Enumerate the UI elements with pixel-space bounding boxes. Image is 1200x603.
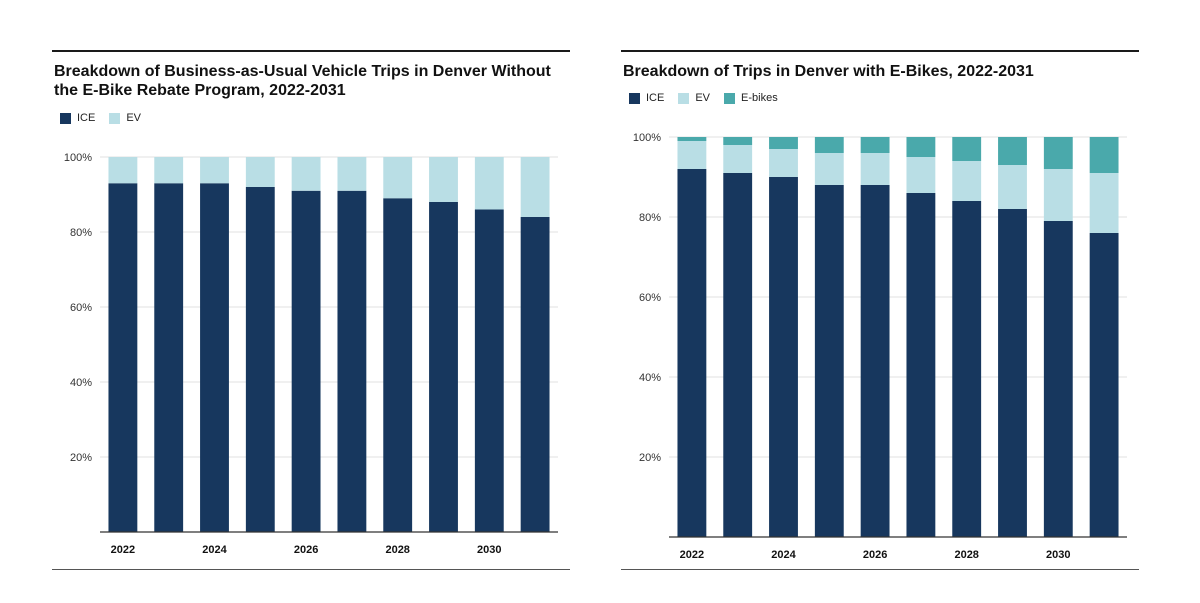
legend-label-ice: ICE (77, 112, 96, 124)
legend-swatch-ice (60, 112, 71, 124)
bar-segment-ice (723, 173, 753, 537)
x-tick-label: 2022 (111, 544, 135, 556)
bar-segment-ice (906, 193, 936, 537)
bar-segment-ice (998, 209, 1027, 537)
x-tick-label: 2026 (863, 549, 887, 561)
legend-item-ebikes: E-bikes (724, 92, 778, 104)
bar-segment-ev (1089, 173, 1119, 233)
bar-segment-ev (520, 157, 550, 217)
bar-segment-e-bikes (723, 137, 753, 145)
y-tick-label: 80% (70, 227, 92, 239)
bar-segment-ice (337, 190, 367, 532)
bar-segment-ev (723, 145, 753, 173)
bar-segment-ev (814, 153, 844, 185)
y-tick-label: 40% (70, 377, 92, 389)
bar-segment-ice (769, 177, 798, 537)
x-tick-label: 2026 (294, 544, 318, 556)
legend-swatch-ev (678, 92, 690, 104)
bar-segment-ev (474, 157, 504, 210)
bar-segment-e-bikes (677, 137, 707, 141)
bar-segment-ev (337, 157, 367, 191)
legend-swatch-ev (109, 112, 121, 124)
y-tick-label: 100% (633, 132, 661, 144)
bar-segment-ev (677, 141, 707, 169)
bar-segment-ice (154, 183, 184, 532)
legend-swatch-ebikes (724, 92, 736, 104)
legend-label-ebikes: E-bikes (741, 92, 778, 104)
bar-segment-ice (677, 169, 707, 537)
bar-segment-e-bikes (860, 137, 890, 153)
y-tick-label: 60% (70, 302, 92, 314)
x-tick-label: 2030 (477, 544, 501, 556)
x-tick-label: 2024 (771, 549, 796, 561)
x-tick-label: 2028 (385, 544, 409, 556)
bar-segment-e-bikes (1043, 137, 1073, 169)
bottom-rule (621, 569, 1139, 570)
bar-segment-ice (814, 185, 844, 537)
x-tick-label: 2022 (680, 549, 704, 561)
bar-chart-svg: 20% 40% 60% 80% 100% 2022 2024 2026 2028 2030 (64, 152, 558, 556)
bar-segment-ev (108, 157, 138, 184)
chart-title: Breakdown of Business-as-Usual Vehicle T… (54, 63, 551, 99)
bar-segment-e-bikes (952, 137, 982, 161)
bar-segment-ice (520, 217, 550, 532)
legend-swatch-ice (629, 92, 640, 104)
x-tick-label: 2030 (1046, 549, 1070, 561)
bar-segment-ev (291, 157, 321, 191)
bar-segment-e-bikes (998, 137, 1027, 165)
bar-segment-ev (906, 157, 936, 193)
bar-chart-svg: 20% 40% 60% 80% 100% 2022 2024 2026 2028 2030 (633, 132, 1127, 561)
top-rule (52, 50, 570, 52)
bar-segment-ice (952, 201, 982, 537)
bar-segment-e-bikes (769, 137, 798, 149)
chart-legend: ICE EV (60, 112, 141, 124)
bottom-rule (52, 569, 570, 570)
bar-segment-ice (1089, 233, 1119, 537)
y-tick-label: 100% (64, 152, 92, 164)
bar-segment-e-bikes (814, 137, 844, 153)
bar-segment-ev (154, 157, 184, 184)
legend-label-ice: ICE (646, 92, 665, 104)
legend-item-ev: EV (678, 92, 710, 104)
bar-segment-ice (860, 185, 890, 537)
bar-segment-ice (1043, 221, 1073, 537)
chart-title: Breakdown of Trips in Denver with E-Bike… (623, 63, 1034, 80)
bar-segment-ice (291, 190, 321, 532)
bar-segment-ev (860, 153, 890, 185)
legend-item-ice: ICE (60, 112, 95, 124)
bar-segment-ice (383, 198, 413, 532)
bar-segment-ice (108, 183, 138, 532)
legend-item-ice: ICE (629, 92, 664, 104)
bar-segment-ev (1043, 169, 1073, 221)
bar-segment-ev (200, 157, 229, 184)
bar-segment-ice (245, 187, 275, 532)
chart-legend: ICE EV E-bikes (629, 92, 778, 104)
y-tick-label: 80% (639, 212, 661, 224)
legend-label-ev: EV (126, 112, 142, 124)
chart-panel-ebikes: Breakdown of Trips in Denver with E-Bike… (621, 50, 1139, 570)
bar-segment-ev (383, 157, 413, 199)
bar-segment-e-bikes (1089, 137, 1119, 173)
x-tick-label: 2024 (202, 544, 227, 556)
bar-segment-e-bikes (906, 137, 936, 157)
bar-segment-ice (200, 183, 229, 532)
y-tick-label: 60% (639, 292, 661, 304)
bar-segment-ev (769, 149, 798, 177)
bar-segment-ev (952, 161, 982, 201)
bar-segment-ev (998, 165, 1027, 209)
top-rule (621, 50, 1139, 52)
chart-panel-bau: Breakdown of Business-as-Usual Vehicle T… (52, 50, 570, 570)
y-tick-label: 20% (70, 452, 92, 464)
legend-label-ev: EV (695, 92, 711, 104)
x-tick-label: 2028 (954, 549, 978, 561)
bar-segment-ev (429, 157, 458, 202)
legend-item-ev: EV (109, 112, 141, 124)
y-tick-label: 40% (639, 372, 661, 384)
bar-segment-ice (429, 202, 458, 532)
bar-segment-ice (474, 209, 504, 532)
y-tick-label: 20% (639, 452, 661, 464)
bar-segment-ev (245, 157, 275, 187)
